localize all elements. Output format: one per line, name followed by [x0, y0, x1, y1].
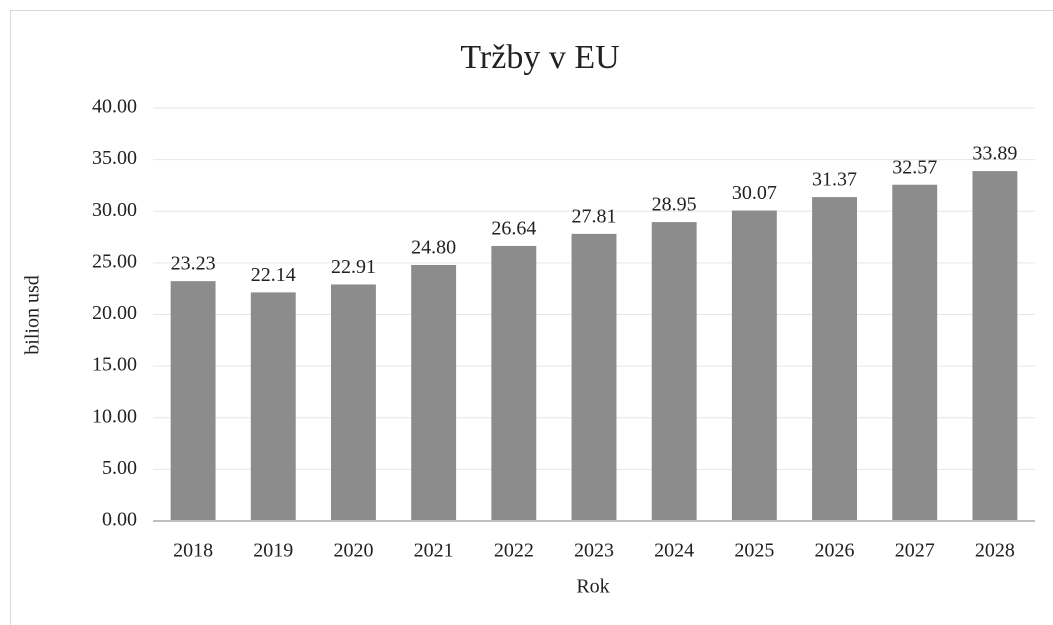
x-tick-label: 2019 — [253, 540, 293, 562]
x-tick-label: 2024 — [654, 540, 694, 562]
data-label: 31.37 — [812, 169, 857, 191]
x-tick-label: 2028 — [975, 540, 1015, 562]
bar — [651, 222, 697, 521]
data-label: 24.80 — [411, 237, 456, 259]
y-tick-label: 10.00 — [92, 405, 137, 427]
x-tick-label: 2023 — [574, 540, 614, 562]
bar — [331, 284, 376, 521]
data-label: 28.95 — [652, 194, 697, 216]
y-tick-label: 40.00 — [92, 96, 137, 118]
x-tick-label: 2027 — [895, 540, 935, 562]
y-tick-label: 30.00 — [92, 199, 137, 221]
y-tick-label: 15.00 — [92, 354, 137, 376]
data-label: 26.64 — [491, 218, 536, 240]
bar — [731, 210, 777, 521]
data-label: 30.07 — [732, 182, 777, 204]
data-label: 33.89 — [972, 143, 1017, 165]
chart-title: Tržby v EU — [460, 39, 619, 76]
bar — [972, 171, 1018, 521]
x-tick-label: 2025 — [734, 540, 774, 562]
data-label: 27.81 — [572, 205, 617, 227]
chart-frame — [10, 10, 1053, 625]
data-label: 32.57 — [892, 156, 937, 178]
y-tick-label: 25.00 — [92, 250, 137, 272]
y-axis-label: bilion usd — [22, 275, 44, 354]
x-tick-label: 2022 — [494, 540, 534, 562]
data-label: 22.14 — [251, 264, 296, 286]
y-tick-label: 35.00 — [92, 147, 137, 169]
x-tick-label: 2018 — [173, 540, 213, 562]
x-tick-label: 2026 — [815, 540, 855, 562]
x-tick-label: 2020 — [333, 540, 373, 562]
bar — [411, 264, 457, 521]
bar — [170, 281, 216, 521]
y-tick-label: 5.00 — [102, 457, 137, 479]
x-axis-label: Rok — [576, 576, 609, 598]
bar — [812, 197, 857, 522]
data-label: 22.91 — [331, 256, 376, 278]
y-tick-label: 0.00 — [102, 509, 137, 531]
y-tick-label: 20.00 — [92, 302, 137, 324]
x-tick-label: 2021 — [414, 540, 454, 562]
bar — [250, 292, 296, 521]
data-label: 23.23 — [171, 253, 216, 275]
bar — [571, 233, 617, 521]
bar — [491, 245, 537, 521]
bar — [892, 184, 938, 521]
